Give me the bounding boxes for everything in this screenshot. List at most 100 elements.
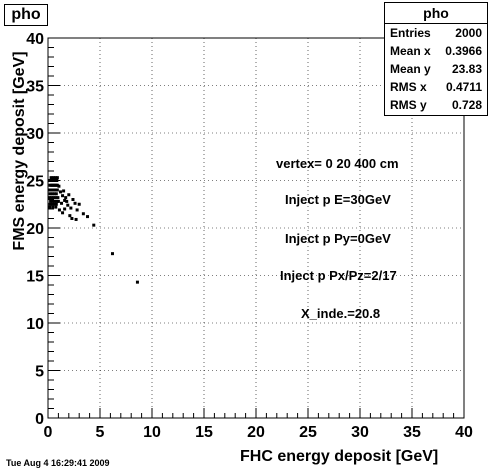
x-axis-title: FHC energy deposit [GeV] (240, 448, 439, 465)
data-point (63, 198, 67, 202)
data-point (57, 208, 61, 212)
data-point (53, 176, 57, 180)
stats-value: 0.4711 (445, 80, 482, 94)
stats-label: Mean x (390, 44, 431, 58)
stats-row-mean-x: Mean x 0.3966 (385, 42, 487, 60)
annotation-inject-e: Inject p E=30GeV (285, 192, 391, 207)
data-point (61, 194, 65, 198)
data-point (74, 217, 78, 221)
x-tick-label: 0 (44, 424, 53, 441)
data-point (55, 183, 59, 187)
data-point (50, 202, 54, 206)
data-point (86, 215, 90, 219)
stats-row-rms-x: RMS x 0.4711 (385, 78, 487, 96)
data-point (56, 196, 60, 200)
data-point (48, 205, 52, 209)
data-point (60, 201, 64, 205)
data-point (54, 202, 58, 206)
x-tick-label: 5 (96, 424, 105, 441)
data-point (75, 208, 79, 212)
data-point (48, 202, 52, 206)
annotation-x-inde: X_inde.=20.8 (301, 306, 381, 321)
x-tick-label: 30 (351, 424, 369, 441)
stats-value: 23.83 (451, 62, 482, 76)
x-tick-label: 40 (455, 424, 473, 441)
stats-label: RMS x (390, 80, 427, 94)
data-point (48, 196, 52, 200)
data-point (92, 223, 96, 227)
data-point (51, 176, 55, 180)
data-point (62, 189, 66, 193)
data-point (51, 199, 55, 203)
timestamp: Tue Aug 4 16:29:41 2009 (6, 458, 110, 468)
y-tick-label: 25 (26, 174, 44, 191)
data-point (56, 199, 60, 203)
y-tick-label: 30 (26, 126, 44, 143)
y-tick-label: 0 (35, 411, 44, 428)
y-tick-label: 40 (26, 31, 44, 48)
data-point (55, 176, 59, 180)
data-point (53, 199, 57, 203)
data-point (49, 176, 53, 180)
data-point (50, 192, 54, 196)
data-point (81, 212, 85, 216)
data-point (58, 190, 62, 194)
annotation-vertex: vertex= 0 20 400 cm (276, 156, 399, 171)
stats-row-rms-y: RMS y 0.728 (385, 96, 487, 114)
annotation-inject-pxpz: Inject p Px/Pz=2/17 (280, 268, 397, 283)
stats-row-mean-y: Mean y 23.83 (385, 60, 487, 78)
y-tick-label: 15 (26, 269, 44, 286)
data-point (70, 217, 74, 220)
x-tick-label: 25 (299, 424, 317, 441)
y-tick-label: 20 (26, 221, 44, 238)
stats-value: 2000 (455, 26, 482, 40)
data-point (66, 203, 70, 207)
data-point (55, 188, 59, 192)
x-axis: 0 5 10 15 20 25 30 35 40 (44, 408, 473, 441)
x-tick-label: 20 (247, 424, 265, 441)
data-point (73, 201, 77, 205)
data-point (54, 205, 58, 209)
x-tick-label: 35 (403, 424, 421, 441)
data-point (135, 280, 139, 284)
stats-label: Mean y (390, 62, 431, 76)
stats-value: 0.728 (451, 98, 482, 112)
x-tick-label: 15 (195, 424, 213, 441)
stats-title: pho (385, 3, 487, 24)
stats-label: Entries (390, 26, 431, 40)
data-point (48, 192, 52, 196)
data-point (77, 202, 81, 206)
data-point (51, 205, 55, 209)
grid (48, 38, 464, 418)
data-point (54, 192, 58, 196)
y-tick-label: 5 (35, 364, 44, 381)
data-point (57, 184, 61, 188)
histogram-title: pho (4, 4, 48, 26)
data-point (65, 199, 69, 203)
data-point (55, 199, 59, 203)
x-tick-label: 10 (143, 424, 161, 441)
y-axis-title: FMS energy deposit [GeV] (11, 51, 28, 251)
data-point (71, 198, 75, 201)
y-tick-label: 35 (26, 79, 44, 96)
stats-label: RMS y (390, 98, 427, 112)
data-point (54, 196, 58, 200)
data-point (52, 196, 56, 200)
data-point (69, 206, 73, 210)
stats-value: 0.3966 (445, 44, 482, 58)
data-point (64, 196, 68, 200)
data-point (52, 192, 56, 196)
stats-row-entries: Entries 2000 (385, 24, 487, 42)
data-point (61, 211, 65, 215)
data-point (110, 252, 114, 256)
data-point (68, 214, 72, 218)
y-tick-label: 10 (26, 316, 44, 333)
data-point (53, 188, 57, 192)
annotation-inject-py: Inject p Py=0GeV (285, 231, 391, 246)
stats-box: pho Entries 2000 Mean x 0.3966 Mean y 23… (384, 2, 488, 116)
data-point (49, 199, 53, 203)
data-point (63, 207, 67, 211)
data-point (50, 196, 54, 200)
data-point (52, 202, 56, 206)
